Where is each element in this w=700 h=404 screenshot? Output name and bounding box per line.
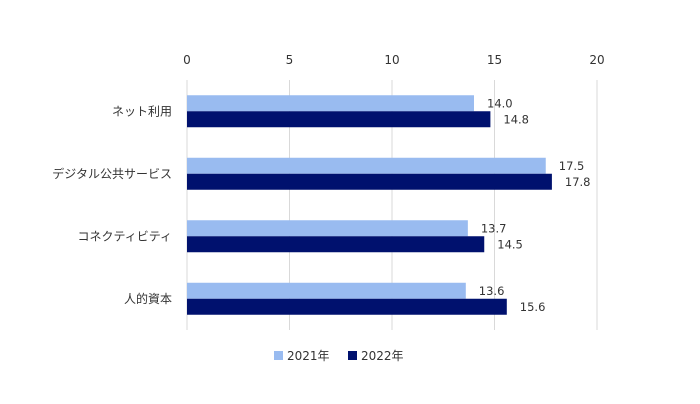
- data-label-1-0: 14.8: [503, 112, 529, 126]
- x-tick-label-4: 20: [589, 53, 604, 67]
- data-label-0-3: 13.6: [479, 284, 505, 298]
- legend: 2021年 2022年: [274, 349, 404, 363]
- data-labels: 14.0 14.8 17.5 17.8 13.7 14.5 13.6 15.6: [479, 96, 591, 314]
- x-tick-label-2: 10: [384, 53, 399, 67]
- bar-0-0: [187, 95, 474, 112]
- bars: [187, 95, 552, 315]
- category-label-3: 人的資本: [124, 291, 172, 306]
- data-label-1-2: 14.5: [497, 237, 523, 251]
- legend-label-1: 2022年: [361, 349, 404, 363]
- category-label-1: デジタル公共サービス: [52, 166, 172, 181]
- bar-1-1: [187, 173, 552, 190]
- bar-1-2: [187, 236, 485, 253]
- data-label-0-1: 17.5: [559, 159, 585, 173]
- data-label-0-0: 14.0: [487, 96, 513, 110]
- category-label-0: ネット利用: [112, 104, 172, 118]
- data-label-0-2: 13.7: [481, 221, 507, 235]
- legend-swatch-1: [348, 351, 357, 360]
- bar-1-3: [187, 298, 507, 315]
- data-label-1-1: 17.8: [565, 175, 591, 189]
- x-axis-ticks: 0 5 10 15 20: [183, 53, 604, 67]
- bar-0-1: [187, 157, 546, 174]
- x-tick-label-1: 5: [286, 53, 294, 67]
- bar-1-0: [187, 111, 491, 128]
- x-tick-label-3: 15: [487, 53, 502, 67]
- legend-swatch-0: [274, 351, 283, 360]
- category-label-2: コネクティビティ: [77, 229, 172, 243]
- bar-0-2: [187, 220, 468, 237]
- legend-label-0: 2021年: [287, 349, 330, 363]
- bar-0-3: [187, 282, 466, 299]
- data-label-1-3: 15.6: [520, 300, 546, 314]
- x-tick-label-0: 0: [183, 53, 191, 67]
